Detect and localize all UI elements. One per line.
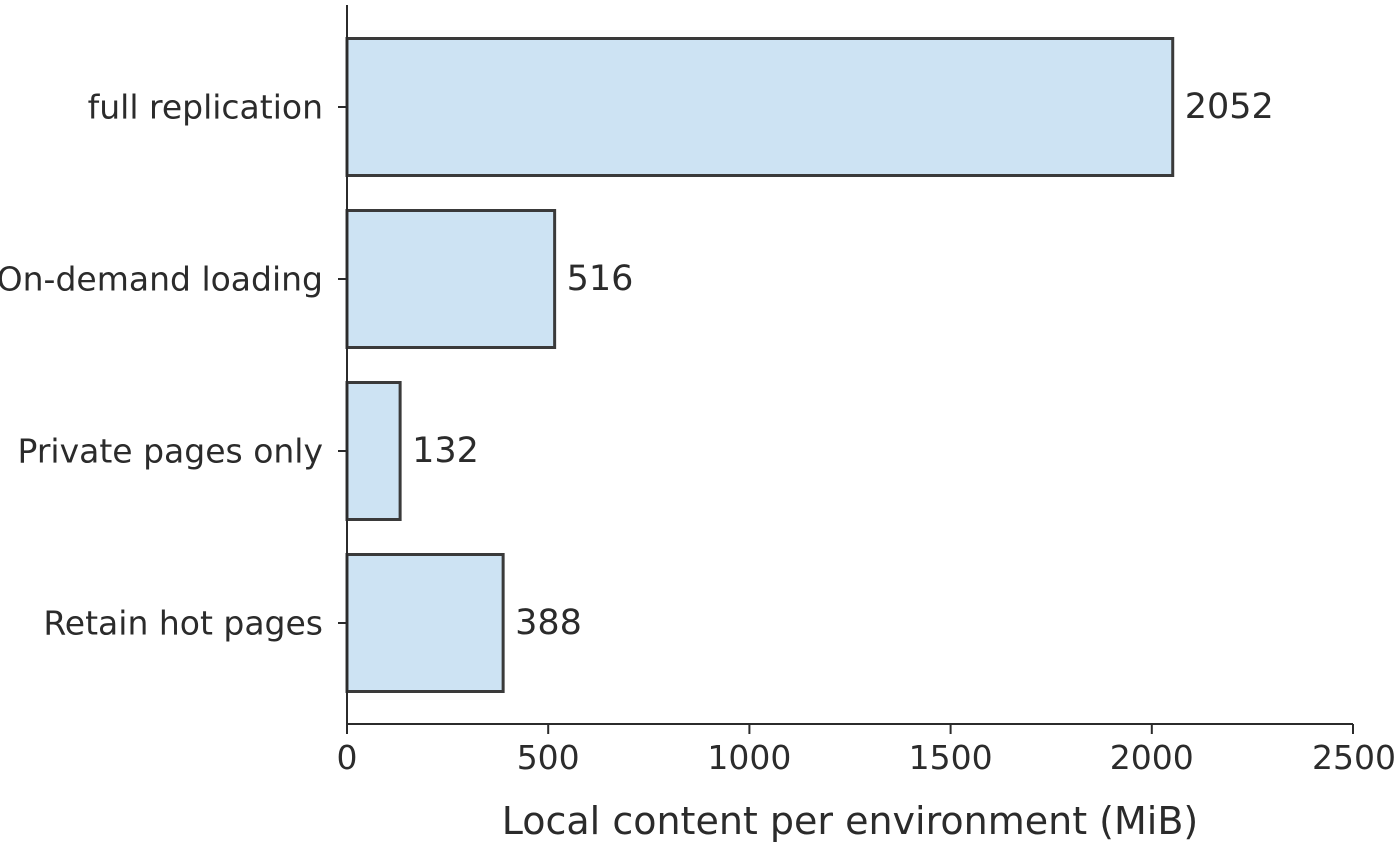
value-label: 516 [567, 259, 634, 299]
category-label: On-demand loading [0, 260, 323, 299]
bar-1 [345, 209, 557, 349]
x-tick-label: 2500 [1312, 738, 1396, 777]
x-tick-label: 500 [517, 738, 580, 777]
bar-0 [345, 37, 1175, 177]
bar-3 [345, 553, 505, 693]
x-tick-label: 2000 [1110, 738, 1194, 777]
category-label: Private pages only [18, 432, 323, 471]
category-label: full replication [88, 88, 323, 127]
value-label: 132 [412, 431, 479, 471]
category-label: Retain hot pages [43, 604, 323, 643]
value-label: 2052 [1185, 87, 1274, 127]
x-tick-label: 1500 [909, 738, 993, 777]
x-tick-label: 1000 [707, 738, 791, 777]
labels-layer: full replication 2052 On-demand loading 516… [0, 87, 1396, 777]
axes-layer [338, 5, 1354, 734]
value-label: 388 [515, 603, 582, 643]
bars-layer [345, 37, 1175, 693]
x-axis-title: Local content per environment (MiB) [502, 799, 1199, 843]
x-tick-label: 0 [337, 738, 358, 777]
bar-2 [345, 381, 402, 521]
